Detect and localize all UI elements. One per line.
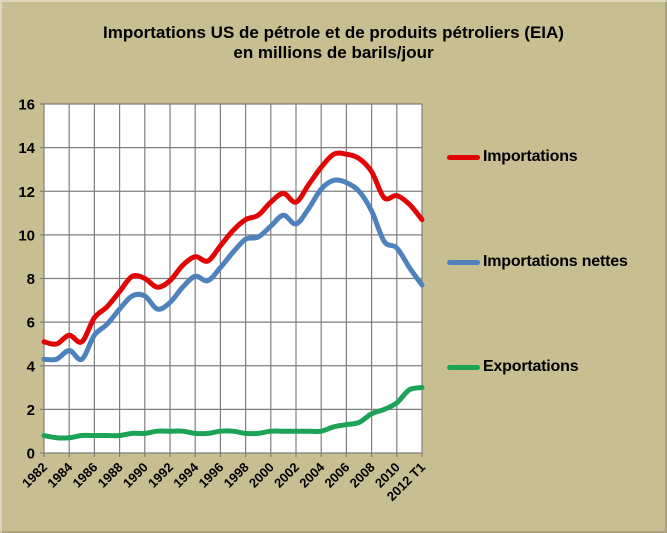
x-tick-label: 1996 [195,460,226,491]
x-axis-labels: 1982198419861988199019921994199619982000… [19,459,428,504]
legend-item-exportations: Exportations [447,358,579,376]
series-line-importations-nettes [41,177,425,363]
x-tick-label: 2002 [271,460,302,491]
chart-title-line2: en millions de barils/jour [233,43,434,62]
legend: Importations Importations nettes Exporta… [447,0,662,533]
legend-swatch-importations-nettes [447,259,480,265]
legend-label-exportations: Exportations [483,358,579,375]
y-tick-label: 12 [18,184,35,201]
chart-title-line1: Importations US de pétrole et de produit… [103,23,564,42]
x-tick-label: 2004 [296,459,328,491]
y-tick-label: 16 [18,97,35,114]
x-tick-label: 1992 [145,460,176,491]
x-tick-label: 1988 [95,460,126,491]
y-tick-label: 10 [18,227,35,244]
chart-title: Importations US de pétrole et de produit… [0,23,667,63]
series-line-importations [41,150,425,347]
x-tick-label: 1998 [221,460,252,491]
x-tick-label: 1990 [120,460,151,491]
legend-label-importations-nettes: Importations nettes [483,253,628,270]
x-tick-label: 2006 [321,460,352,491]
legend-swatch-importations [447,154,480,160]
legend-item-importations: Importations [447,148,578,166]
y-tick-label: 2 [27,402,35,419]
x-tick-label: 1982 [19,460,50,491]
x-tick-label: 1986 [69,460,100,491]
legend-swatch-exportations [447,364,480,370]
y-tick-label: 8 [27,271,35,288]
x-tick-label: 1984 [44,459,76,491]
x-tick-label: 2008 [347,460,378,491]
y-tick-label: 4 [27,358,36,375]
x-tick-label: 2000 [246,460,277,491]
series-line-exportations [41,385,425,441]
legend-item-importations-nettes: Importations nettes [447,253,628,271]
y-tick-label: 6 [27,315,35,332]
x-tick-label: 1994 [170,459,202,491]
y-axis-labels: 0 2 4 6 8 10 12 14 16 [18,97,35,463]
y-tick-label: 0 [27,446,35,463]
legend-label-importations: Importations [483,148,578,165]
y-tick-label: 14 [18,140,35,157]
